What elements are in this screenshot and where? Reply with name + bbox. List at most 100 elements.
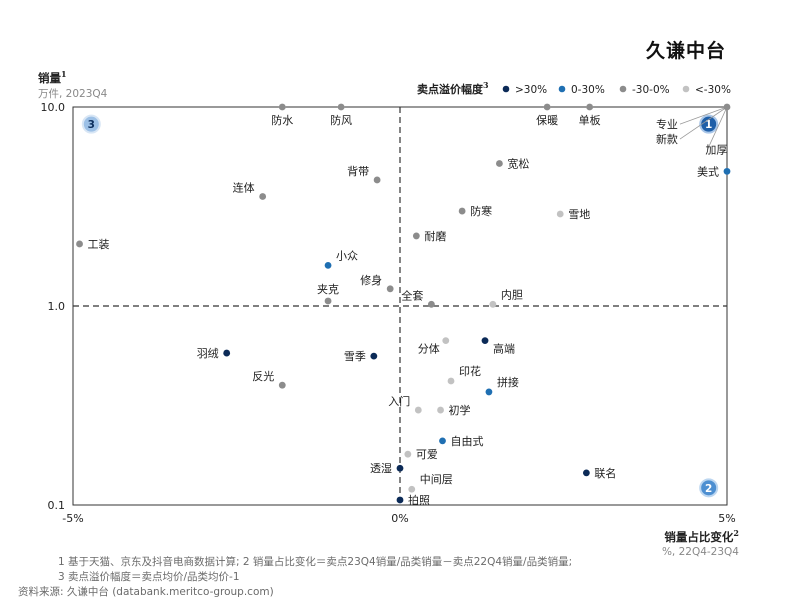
y-tick-label: 1.0 <box>48 300 66 313</box>
point-marker <box>396 496 404 504</box>
point-label: 中间层 <box>420 473 453 486</box>
y-tick-label: 0.1 <box>48 499 66 512</box>
legend-marker-0to30 <box>558 85 566 93</box>
point-夹克 <box>324 297 332 305</box>
point-label: 工装 <box>88 238 110 251</box>
quadrant-badge-text: 2 <box>705 483 712 495</box>
legend-marker-m30to0 <box>619 85 627 93</box>
point-label: 透湿 <box>370 462 392 475</box>
point-初学 <box>437 406 444 414</box>
point-防寒 <box>458 207 466 215</box>
point-marker <box>396 464 404 472</box>
points-layer <box>76 103 731 504</box>
point-marker <box>370 352 378 360</box>
point-marker <box>496 160 503 167</box>
y-axis-title: 销量1 <box>38 69 67 85</box>
point-label: 连体 <box>233 181 255 195</box>
point-label: 高端 <box>493 342 515 356</box>
point-marker <box>582 469 590 477</box>
point-小众 <box>324 261 332 269</box>
point-label: 印花 <box>459 365 481 378</box>
point-单板 <box>586 103 594 111</box>
point-label: 雪季 <box>344 350 366 363</box>
point-label: 美式 <box>697 165 719 178</box>
point-入门 <box>414 406 422 414</box>
point-marker <box>481 337 489 345</box>
point-连体 <box>259 193 267 200</box>
point-marker <box>324 261 332 269</box>
axes-layer: 10.0 1.0 0.1-5% 0% 5% 销量1 万件, 2023Q4 销量占比变化2 %, … <box>38 69 739 558</box>
point-label: 宽松 <box>507 157 529 171</box>
point-label: 防风 <box>330 113 352 127</box>
point-耐磨 <box>412 232 420 240</box>
point-label: 内胆 <box>501 287 523 301</box>
point-label: 羽绒 <box>197 347 219 360</box>
point-保暖 <box>543 103 551 111</box>
point-label: 全套 <box>401 288 423 302</box>
point-marker <box>259 193 267 200</box>
point-label: 专业 <box>656 117 678 131</box>
point-marker <box>404 450 412 458</box>
point-label: 初学 <box>449 403 471 417</box>
y-tick-label: 10.0 <box>41 101 66 114</box>
legend-label-ltm30: <-30% <box>695 84 731 96</box>
point-修身 <box>386 285 394 293</box>
point-可爱 <box>404 450 412 458</box>
point-拍照 <box>396 496 404 504</box>
point-marker <box>489 300 497 308</box>
point-拼接 <box>485 388 493 396</box>
x-tick-label: 0% <box>391 512 408 525</box>
point-marker <box>447 377 455 385</box>
legend-marker-gt30 <box>502 85 510 93</box>
footnote-1: 1 基于天猫、京东及抖音电商数据计算; 2 销量占比变化＝卖点23Q4销量/品类… <box>58 556 573 568</box>
point-美式 <box>723 167 731 175</box>
point-label: 拍照 <box>408 493 430 507</box>
leader-line <box>679 106 728 140</box>
point-marker <box>427 300 435 308</box>
point-marker <box>386 285 394 293</box>
y-axis-unit: 万件, 2023Q4 <box>38 88 108 100</box>
point-marker <box>278 381 286 389</box>
footnote-2: 3 卖点溢价幅度＝卖点均价/品类均价-1 <box>58 571 240 583</box>
legend-label-gt30: >30% <box>515 84 547 96</box>
point-label: 可爱 <box>416 448 438 461</box>
point-marker <box>458 207 466 215</box>
point-label: 联名 <box>594 466 616 480</box>
x-axis-title: 销量占比变化2 <box>664 528 739 544</box>
point-marker <box>723 167 731 175</box>
point-label: 修身 <box>360 273 382 287</box>
legend-label-m30to0: -30-0% <box>632 84 670 96</box>
point-label: 反光 <box>252 369 274 383</box>
point-marker <box>412 232 420 240</box>
point-防水 <box>278 103 286 111</box>
quadrant-badge-3 <box>81 114 101 134</box>
point-联名 <box>582 469 590 477</box>
point-marker <box>414 406 422 414</box>
point-反光 <box>278 381 286 389</box>
point-内胆 <box>489 300 497 308</box>
brand-logo-text: 久谦中台 <box>645 40 726 62</box>
point-label: 耐磨 <box>424 230 446 243</box>
legend-marker-ltm30 <box>682 85 690 93</box>
x-tick-label: 5% <box>718 512 735 525</box>
point-marker <box>373 176 381 184</box>
quadrant-badge-text: 3 <box>88 119 95 131</box>
point-防风 <box>337 103 345 111</box>
point-marker <box>324 297 332 305</box>
point-marker <box>723 103 731 111</box>
point-marker <box>439 437 446 445</box>
point-marker <box>586 103 594 111</box>
point-marker <box>337 103 345 111</box>
legend-title: 卖点溢价幅度3 <box>417 80 489 96</box>
point-羽绒 <box>223 349 231 357</box>
point-label: 自由式 <box>451 434 484 448</box>
point-雪地 <box>556 210 564 218</box>
point-label: 防水 <box>271 113 293 127</box>
point-label: 防寒 <box>470 204 492 218</box>
quadrant-badge-text: 1 <box>705 119 712 131</box>
point-marker <box>442 337 450 345</box>
legend: 卖点溢价幅度3 >30% 0-30% -30-0% <-30% <box>417 80 731 96</box>
point-分体 <box>442 337 450 345</box>
